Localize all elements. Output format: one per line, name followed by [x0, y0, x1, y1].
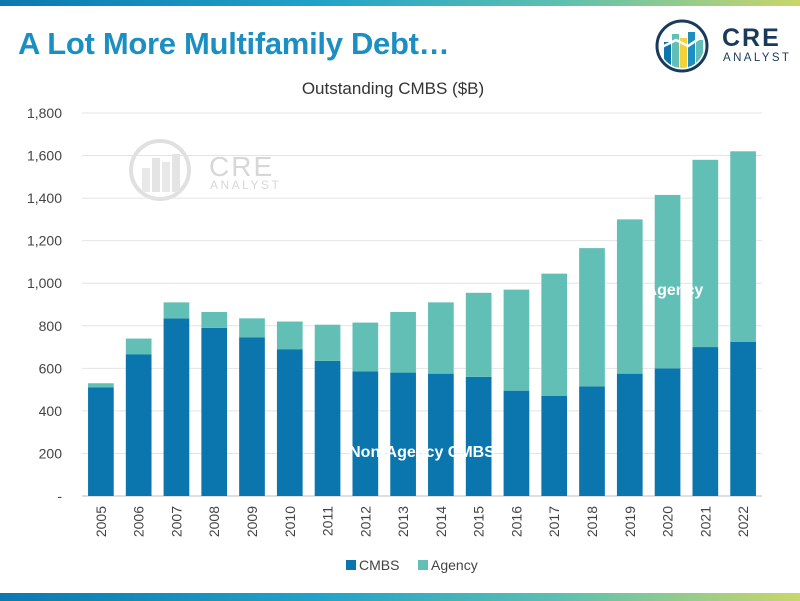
bar-cmbs-2020: [654, 368, 681, 496]
bar-agency-2006: [125, 338, 152, 355]
annotation-agency: Agency: [646, 282, 704, 299]
logo-mark-icon: [655, 19, 709, 73]
x-tick-label: 2017: [546, 506, 562, 537]
logo-text-sub: ANALYST: [723, 52, 792, 64]
logo-text-main: CRE: [722, 24, 781, 52]
legend-swatch-cmbs: [346, 560, 356, 570]
y-tick-label: 800: [39, 318, 63, 334]
bar-cmbs-2009: [239, 337, 265, 496]
legend-label-cmbs: CMBS: [359, 557, 399, 573]
grid: [82, 112, 762, 497]
bar-cmbs-2022: [730, 341, 756, 496]
x-tick-label: 2005: [93, 506, 109, 537]
bar-cmbs-2007: [163, 318, 190, 496]
bar-agency-2009: [239, 318, 265, 338]
x-tick-label: 2013: [395, 506, 411, 537]
bar-agency-2007: [163, 302, 190, 319]
bar-cmbs-2013: [390, 372, 416, 496]
bar-agency-2021: [692, 159, 719, 348]
x-tick-label: 2009: [244, 506, 260, 537]
bar-cmbs-2019: [616, 373, 643, 496]
bar-agency-2008: [201, 311, 228, 328]
bar-cmbs-2015: [465, 376, 492, 496]
bar-agency-2015: [465, 292, 492, 377]
y-tick-label: 200: [39, 445, 63, 461]
annotation-non-agency-cmbs: Non-Agency CMBS: [349, 444, 495, 461]
bar-agency-2016: [503, 289, 530, 391]
legend-swatch-agency: [418, 560, 428, 570]
x-tick-label: 2016: [508, 506, 524, 537]
bar-cmbs-2021: [692, 347, 719, 496]
legend: CMBS Agency: [346, 557, 478, 573]
watermark-logo-icon: [129, 139, 191, 201]
x-tick-label: 2006: [131, 506, 147, 537]
watermark-text-sub: ANALYST: [210, 178, 281, 192]
chart-title: Outstanding CMBS ($B): [302, 79, 484, 98]
bar-agency-2010: [276, 321, 303, 350]
bars: [88, 151, 756, 496]
top-gradient-stripe: [0, 0, 800, 6]
bar-agency-2022: [730, 151, 756, 342]
x-tick-label: 2010: [282, 506, 298, 537]
x-tick-label: 2012: [357, 506, 373, 537]
y-tick-label: 1,200: [27, 233, 62, 249]
bottom-gradient-stripe: [0, 593, 800, 601]
bar-agency-2012: [352, 322, 379, 372]
x-tick-label: 2011: [320, 506, 336, 536]
bar-cmbs-2006: [125, 354, 152, 496]
x-tick-label: 2018: [584, 506, 600, 537]
x-tick-label: 2015: [471, 506, 487, 537]
y-tick-label: 1,800: [27, 105, 62, 121]
y-tick-label: -: [57, 488, 62, 504]
legend-label-agency: Agency: [431, 557, 478, 573]
annotations: Non-Agency CMBS Agency: [349, 282, 703, 461]
y-tick-label: 600: [39, 360, 63, 376]
bar-cmbs-2011: [314, 360, 341, 496]
y-tick-label: 400: [39, 403, 63, 419]
x-tick-label: 2008: [206, 506, 222, 537]
x-tick-label: 2020: [660, 506, 676, 537]
y-tick-label: 1,000: [27, 275, 62, 291]
bar-agency-2014: [428, 302, 454, 374]
bar-cmbs-2008: [201, 327, 228, 496]
y-tick-label: 1,600: [27, 148, 62, 164]
page-title: A Lot More Multifamily Debt…: [18, 26, 450, 61]
y-axis: - 200 400 600 800 1,000 1,200 1,400 1,600 1,800: [27, 105, 62, 504]
bar-agency-2005: [88, 383, 114, 388]
x-axis: 2005 2006 2007 2008 2009 2010 2011 2012 2013 2014…: [93, 506, 751, 537]
bar-agency-2019: [616, 219, 643, 374]
bar-cmbs-2017: [541, 395, 568, 496]
x-tick-label: 2007: [168, 506, 184, 537]
bar-cmbs-2005: [88, 387, 114, 496]
bar-agency-2017: [541, 273, 568, 396]
watermark-text-main: CRE: [209, 151, 274, 182]
bar-agency-2020: [654, 194, 681, 369]
bar-cmbs-2014: [428, 373, 454, 496]
bar-agency-2011: [314, 324, 341, 361]
x-tick-label: 2022: [735, 506, 751, 537]
bar-cmbs-2010: [276, 349, 303, 496]
bar-agency-2018: [579, 248, 605, 387]
watermark: CRE ANALYST: [129, 139, 281, 201]
x-tick-label: 2014: [433, 506, 449, 537]
x-tick-label: 2021: [697, 506, 713, 537]
cre-analyst-logo: CRE ANALYST: [654, 18, 790, 74]
y-tick-label: 1,400: [27, 190, 62, 206]
bar-cmbs-2012: [352, 371, 379, 496]
x-tick-label: 2019: [622, 506, 638, 537]
bar-agency-2013: [390, 311, 416, 373]
bar-cmbs-2018: [579, 386, 605, 496]
bar-cmbs-2016: [503, 390, 530, 496]
